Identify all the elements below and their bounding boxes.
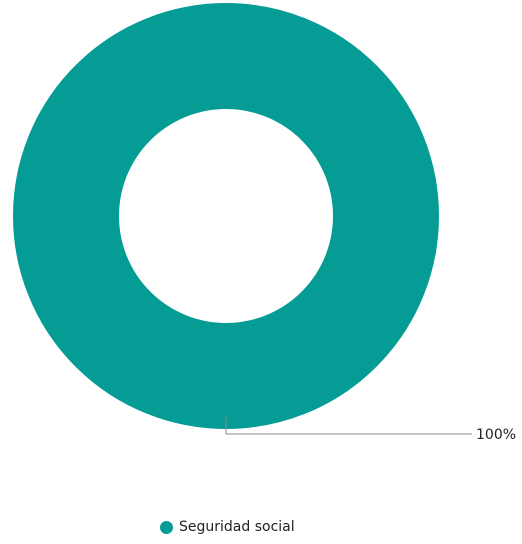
- donut-slice-seguridad-social[interactable]: [13, 3, 439, 429]
- legend-swatch-seguridad-social: [160, 520, 173, 534]
- chart-legend: Seguridad social: [160, 518, 295, 536]
- legend-label-seguridad-social: Seguridad social: [179, 519, 295, 535]
- data-label-percent: 100%: [476, 427, 516, 443]
- data-label-leader-line: [225, 416, 472, 435]
